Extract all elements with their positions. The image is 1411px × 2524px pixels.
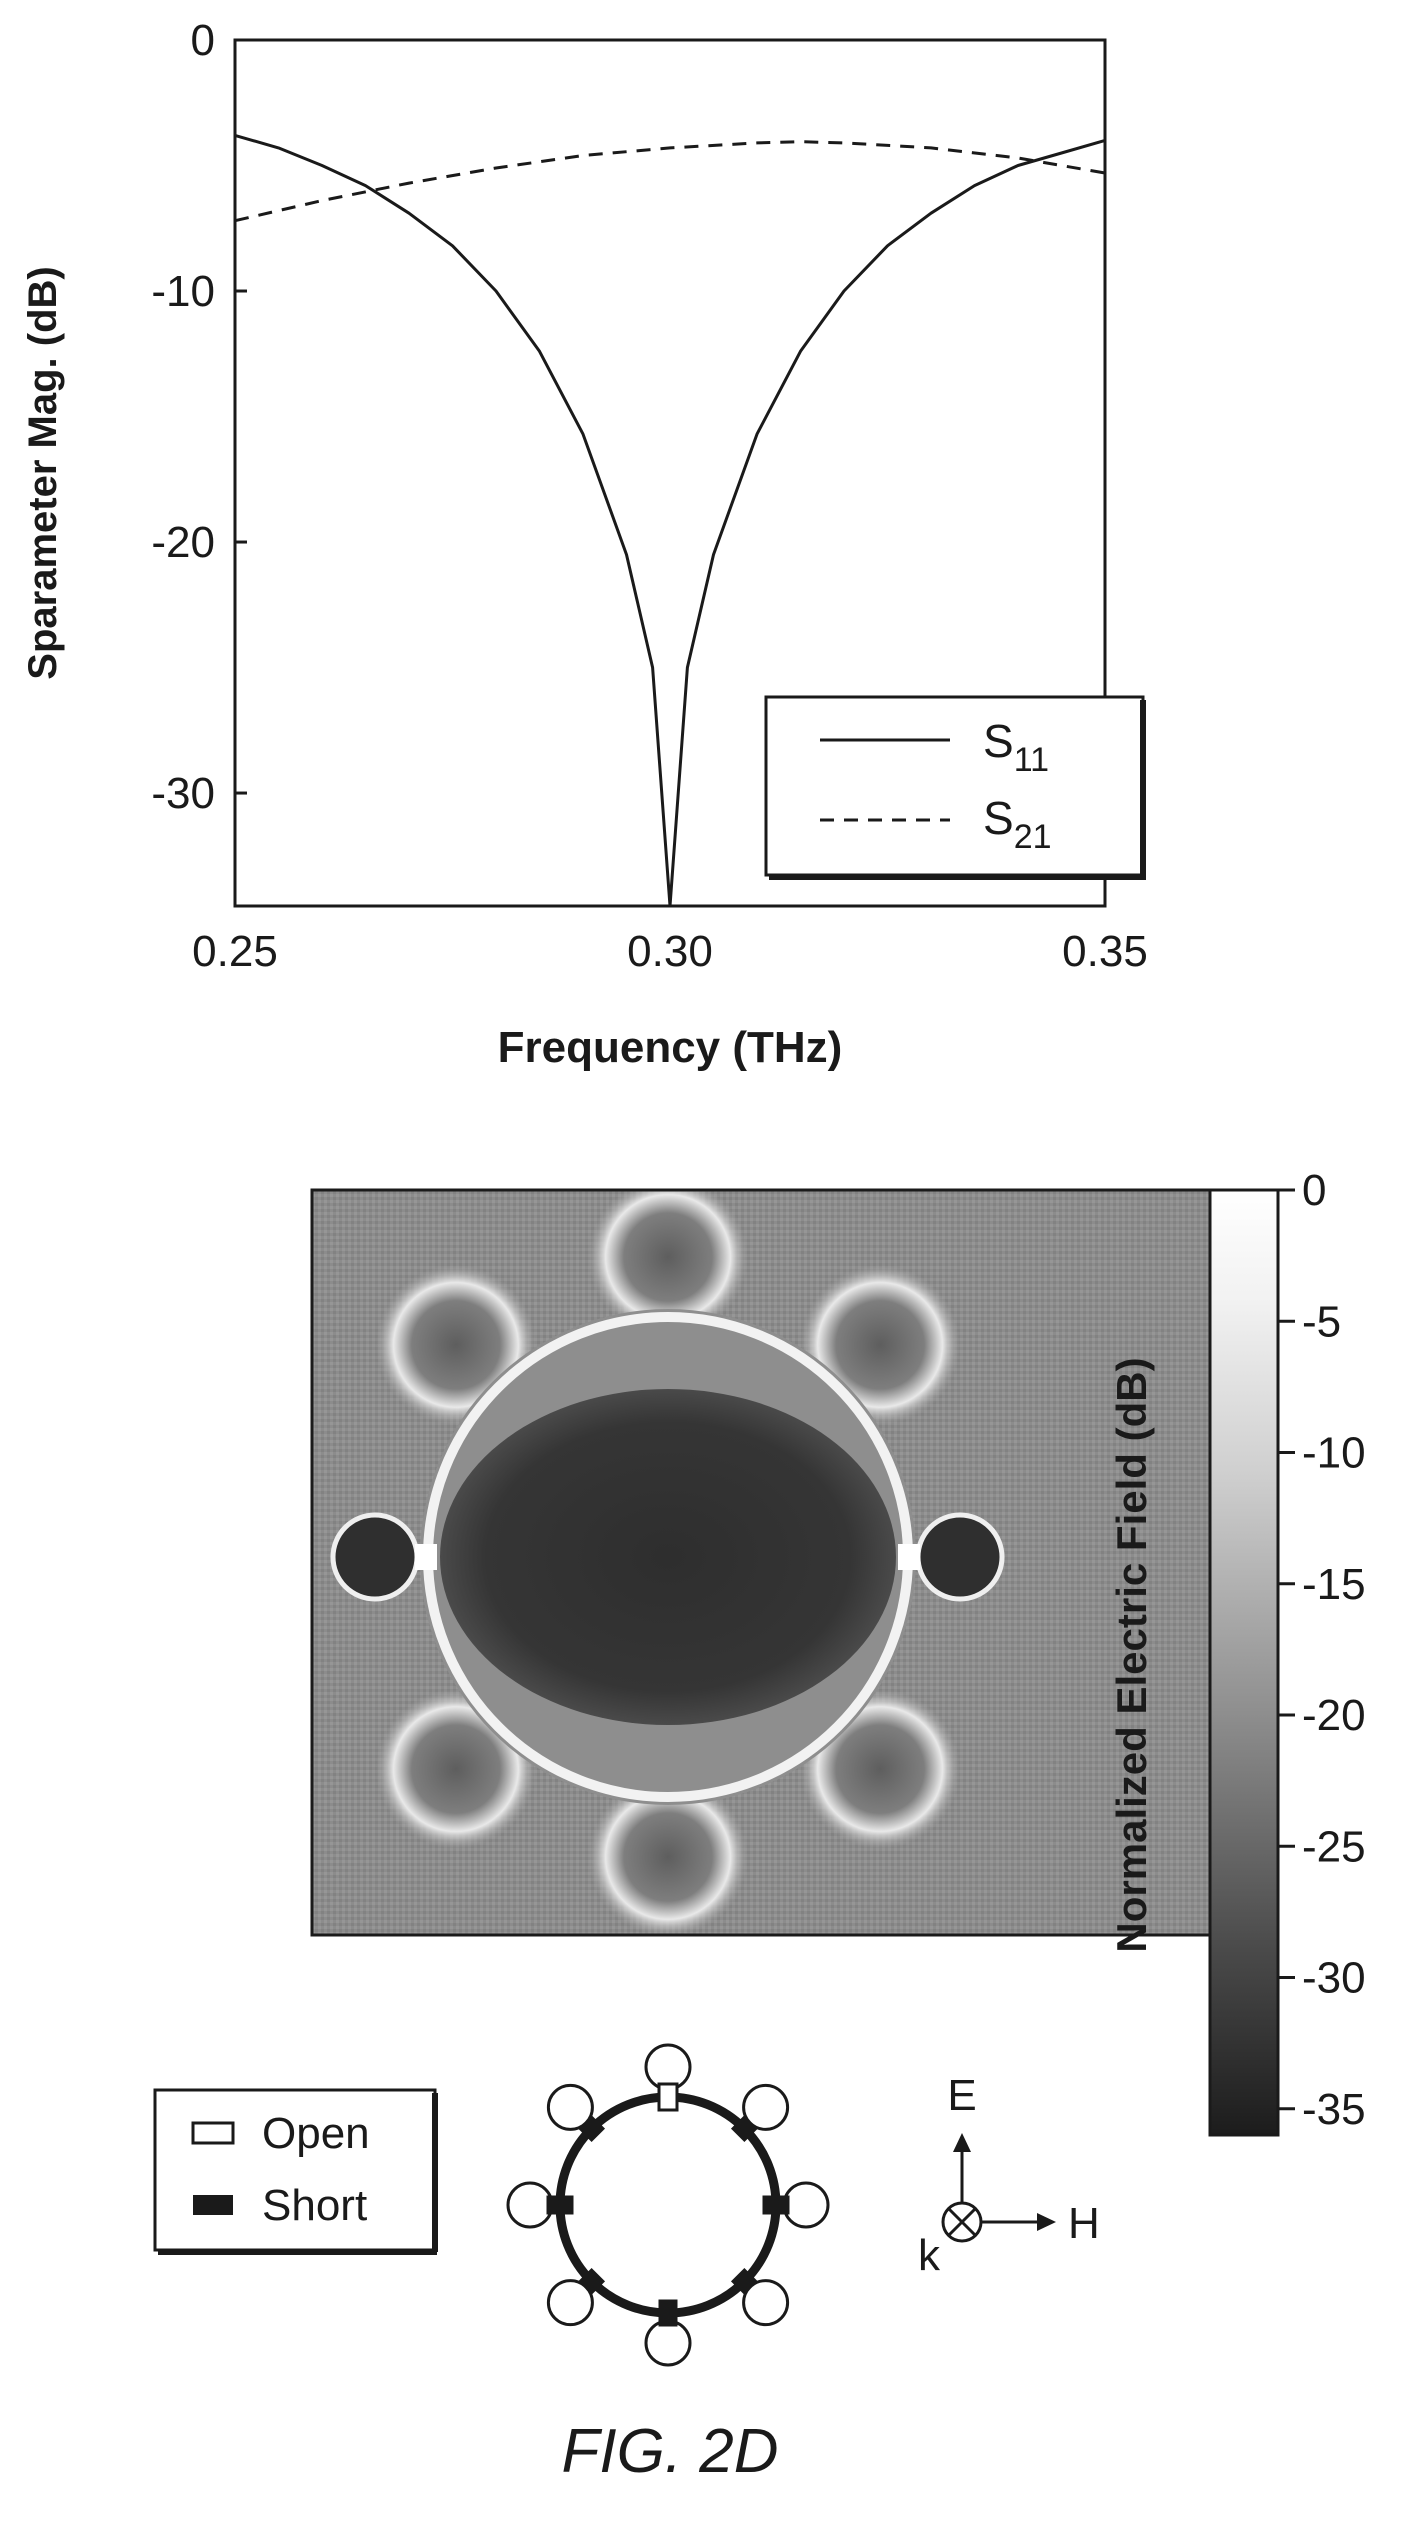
k-label: k <box>918 2231 941 2280</box>
electric-field-heatmap: 0 -5 -10 -15 -20 -25 -30 -35 Normalized Electri… <box>310 1166 1366 2137</box>
ring-satellite-circle <box>644 2319 692 2367</box>
ring-satellite-circle <box>506 2181 554 2229</box>
field-lobe <box>588 1190 748 1337</box>
ring-satellite-circle <box>742 2279 790 2327</box>
h-arrowhead <box>1037 2213 1056 2231</box>
x-tick-label-0.25: 0.25 <box>192 927 278 976</box>
legend-box <box>764 695 1145 877</box>
colorbar-label: Normalized Electric Field (dB) <box>1108 1357 1155 1952</box>
y-tick-label--20: -20 <box>151 518 215 567</box>
field-orientation-indicator: E H k <box>918 2071 1100 2280</box>
right-side-lobe <box>915 1512 1005 1602</box>
left-side-lobe <box>330 1512 420 1602</box>
open-label: Open <box>262 2109 370 2158</box>
ring-short-element <box>730 2267 758 2295</box>
ring-satellite-circle <box>546 2279 594 2327</box>
ring-satellite-circle <box>546 2083 594 2131</box>
x-axis-label: Frequency (THz) <box>498 1023 843 1072</box>
ring-open-element <box>657 2082 679 2112</box>
series-line-s21 <box>234 140 1106 223</box>
ring-satellite-circle <box>782 2181 830 2229</box>
ring-short-element <box>578 2267 606 2295</box>
right-open-gap <box>898 1544 920 1570</box>
field-lobe <box>588 1777 748 1935</box>
field-core <box>440 1389 896 1725</box>
legend-label-s21: S21 <box>983 792 1052 856</box>
colorbar-tick-label--35: -35 <box>1302 2085 1366 2134</box>
s-parameter-chart: 0.25 0.30 0.35 0 -10 -20 -30 Frequency (THz) S… <box>21 16 1148 1072</box>
y-tick-label--30: -30 <box>151 769 215 818</box>
ring-short-element <box>658 2299 678 2327</box>
open-symbol <box>191 2121 235 2145</box>
e-arrowhead <box>953 2133 971 2152</box>
ring-satellite-circle <box>742 2083 790 2131</box>
chart-legend: S11 S21 <box>764 695 1146 880</box>
legend-label-s11: S11 <box>983 715 1049 779</box>
e-label: E <box>947 2071 976 2120</box>
colorbar: 0 -5 -10 -15 -20 -25 -30 -35 Normalized Electri… <box>1108 1166 1366 2137</box>
colorbar-tick-label--5: -5 <box>1302 1297 1341 1346</box>
ring-short-element <box>762 2195 790 2215</box>
colorbar-tick-label--30: -30 <box>1302 1954 1366 2003</box>
short-label: Short <box>262 2181 367 2230</box>
colorbar-tick-label--20: -20 <box>1302 1691 1366 1740</box>
colorbar-tick-label--10: -10 <box>1302 1429 1366 1478</box>
ring-short-element <box>730 2115 758 2143</box>
x-tick-label-0.30: 0.30 <box>627 927 713 976</box>
open-short-legend: Open Short <box>153 2088 438 2255</box>
x-tick-label-0.35: 0.35 <box>1062 927 1148 976</box>
colorbar-tick-label--15: -15 <box>1302 1560 1366 1609</box>
open-short-legend-box <box>153 2088 437 2252</box>
y-axis-label: Sparameter Mag. (dB) <box>21 266 65 679</box>
ring-short-element <box>546 2195 574 2215</box>
short-symbol <box>193 2195 233 2215</box>
resonator-ring-schematic <box>506 2043 830 2367</box>
y-tick-label-0: 0 <box>191 16 215 65</box>
colorbar-gradient <box>1208 1188 1280 2137</box>
colorbar-tick-label-0: 0 <box>1302 1166 1326 1215</box>
ring-satellite-circle <box>644 2043 692 2091</box>
colorbar-tick-label--25: -25 <box>1302 1822 1366 1871</box>
figure-caption: FIG. 2D <box>561 2417 778 2486</box>
y-tick-label--10: -10 <box>151 267 215 316</box>
ring-short-element <box>578 2115 606 2143</box>
left-open-gap <box>415 1544 437 1570</box>
h-label: H <box>1068 2199 1100 2248</box>
